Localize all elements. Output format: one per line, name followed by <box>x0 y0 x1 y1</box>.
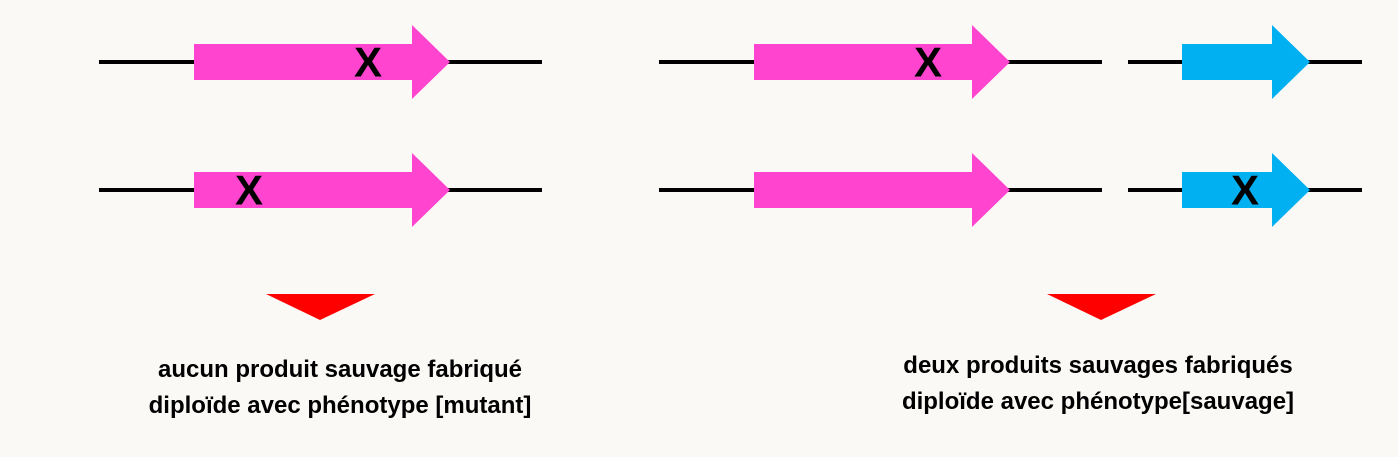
right-chromosome-2: X <box>659 153 1362 227</box>
result-arrow <box>266 294 375 320</box>
mutation-mark: X <box>914 39 942 86</box>
right-panel: X X <box>659 25 1362 320</box>
left-panel: X X <box>99 25 542 320</box>
left-chromosome-1: X <box>99 25 542 99</box>
left-chromosome-2: X <box>99 153 542 227</box>
right-caption-line-2: diploïde avec phénotype[sauvage] <box>901 388 1295 415</box>
gene-a-arrow <box>754 25 1010 99</box>
right-caption: deux produits sauvages fabriqués diploïd… <box>778 348 1398 420</box>
right-caption-line-1: deux produits sauvages fabriqués <box>903 352 1293 379</box>
gene-a-arrow <box>194 25 450 99</box>
left-caption: aucun produit sauvage fabriqué diploïde … <box>20 352 660 424</box>
left-caption-line-2: diploïde avec phénotype [mutant] <box>148 392 532 419</box>
mutation-mark: X <box>235 167 263 214</box>
gene-a-arrow <box>754 153 1010 227</box>
right-chromosome-1: X <box>659 25 1362 99</box>
gene-a-arrow <box>194 153 450 227</box>
mutation-mark: X <box>1231 167 1259 214</box>
result-arrow <box>1047 294 1156 320</box>
gene-b-arrow <box>1182 25 1310 99</box>
gene-b-arrow <box>1182 153 1310 227</box>
left-caption-line-1: aucun produit sauvage fabriqué <box>157 356 523 383</box>
mutation-mark: X <box>354 39 382 86</box>
